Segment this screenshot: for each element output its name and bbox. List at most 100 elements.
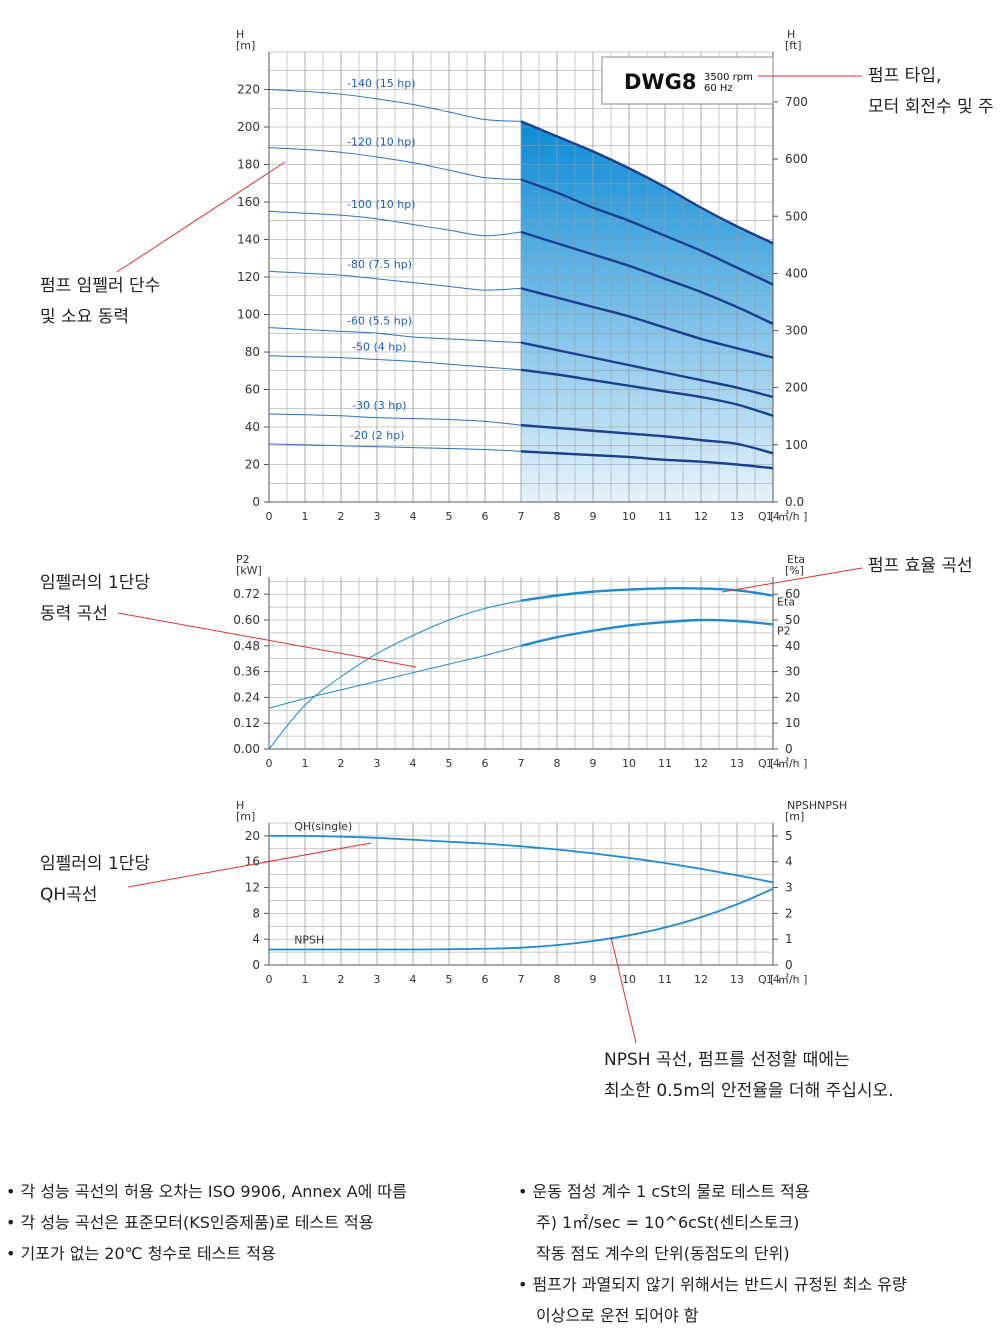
x-tick-label: 6 [482,510,489,523]
qh-curve-operating [520,341,774,399]
qh-curve-operating [520,287,774,359]
qh-curve-operating [520,178,774,286]
x-tick-label: 11 [658,757,672,770]
y-right-tick-label: 30 [785,665,800,679]
y-tick-label: 120 [237,270,260,284]
x-axis-label: Q [ ㎥/h ] [758,757,807,770]
y-tick-label: 4 [252,932,260,946]
callout-impeller-qh-line2: QH곡선 [40,885,98,905]
x-tick-label: 4 [410,973,417,986]
x-tick-label: 4 [410,757,417,770]
x-tick-label: 12 [694,757,708,770]
x-tick-label: 14 [766,757,780,770]
callout-impeller-power-line2: 동력 곡선 [40,604,108,624]
callout-impeller-stages-line1: 펌프 임펠러 단수 [40,276,161,296]
y-right-tick-label: 100 [785,438,808,452]
y-right-tick-label: 60 [785,587,800,601]
series-label: -80 (7.5 hp) [347,258,412,271]
y-axis-unit-right: [ft] [785,39,802,52]
npsh-curve [269,888,774,951]
y-tick-label: 20 [245,829,260,843]
x-tick-label: 7 [518,510,525,523]
y-right-tick-label: 0 [785,742,793,756]
x-tick-label: 9 [590,510,597,523]
y-tick-label: 12 [245,881,260,895]
y-right-tick-label: 200 [785,381,808,395]
y-tick-label: 140 [237,233,260,247]
y-axis-unit-left: [kW] [236,564,262,577]
y-right-tick-label: 5 [785,829,793,843]
y-right-tick-label: 3 [785,881,793,895]
note-right-2: 주) 1㎡/sec = 10^6cSt(센티스토크) [536,1213,800,1232]
y-axis-label-left: H [236,28,244,41]
y-right-tick-label: 0 [785,958,793,972]
callout-impeller-stages-line2: 및 소요 동력 [40,307,130,327]
notes-right: • 운동 점성 계수 1 cSt의 물로 테스트 적용 주) 1㎡/sec = … [518,1176,907,1331]
series-label: -60 (5.5 hp) [347,314,412,327]
y-axis-unit-right: [%] [785,564,804,577]
x-tick-label: 12 [694,510,708,523]
y-right-tick-label: 40 [785,639,800,653]
qh-curve-operating [520,450,774,470]
x-tick-label: 13 [730,973,744,986]
x-tick-label: 9 [590,757,597,770]
y-axis-label-left: P2 [236,553,250,566]
series-label: QH(single) [294,820,352,833]
note-right-1: • 운동 점성 계수 1 cSt의 물로 테스트 적용 [518,1182,810,1201]
note-right-4: • 펌프가 과열되지 않기 위해서는 반드시 규정된 최소 유량 [518,1275,907,1294]
y-right-tick-label: 50 [785,613,800,627]
y-right-tick-label: 2 [785,906,793,920]
y-right-tick-label: 700 [785,95,808,109]
model-name: DWG8 [624,70,696,94]
x-tick-label: 0 [266,973,273,986]
x-tick-label: 10 [622,510,636,523]
x-tick-label: 12 [694,973,708,986]
y-axis-label-right: H [787,28,795,41]
series-label: -30 (3 hp) [352,399,407,412]
y-axis-unit-left: [m] [236,810,255,823]
callout-pump-type-line1: 펌프 타입, [868,66,942,86]
series-end-label: Eta [777,595,795,608]
callout-line-impeller-power [117,612,417,668]
callout-pump-type-line2: 모터 회전수 및 주 [868,97,994,117]
y-tick-label: 8 [252,906,260,920]
x-tick-label: 6 [482,973,489,986]
qh-curve-thin [268,210,522,237]
x-axis-label: Q [ ㎥/h ] [758,510,807,523]
x-tick-label: 8 [554,973,561,986]
qh-curve-thin [268,270,522,291]
y-axis-label-right: NPSHNPSH [787,799,847,812]
callout-impeller-power-line1: 임펠러의 1단당 [40,573,151,593]
callout-impeller-qh: 임펠러의 1단당 QH곡선 [40,849,150,911]
qh-curve-thin [268,443,522,452]
y-tick-label: 0.48 [233,639,260,653]
y-right-tick-label: 0.0 [785,495,804,509]
x-tick-label: 11 [658,510,672,523]
series-label: -20 (2 hp) [350,429,405,442]
callout-pump-type: 펌프 타입, 모터 회전수 및 주 [868,61,994,123]
x-tick-label: 2 [338,510,345,523]
x-tick-label: 1 [302,757,309,770]
x-tick-label: 14 [766,973,780,986]
p2-curve [520,618,774,647]
eta-curve-thin [268,600,522,750]
series-label: NPSH [294,934,324,947]
x-tick-label: 14 [766,510,780,523]
model-hz: 60 Hz [704,83,733,94]
series-label: -50 (4 hp) [352,341,407,354]
x-tick-label: 7 [518,973,525,986]
callout-impeller-qh-line1: 임펠러의 1단당 [40,854,151,874]
x-tick-label: 13 [730,510,744,523]
callout-line-impeller-qh [127,842,372,888]
note-left-3: • 기포가 없는 20℃ 청수로 테스트 적용 [6,1244,276,1263]
y-tick-label: 80 [245,345,260,359]
x-tick-label: 5 [446,973,453,986]
y-right-tick-label: 4 [785,855,793,869]
x-tick-label: 2 [338,757,345,770]
qh-curve-thin [268,89,522,122]
qh-curve-thin [268,355,522,371]
x-tick-label: 13 [730,757,744,770]
y-tick-label: 180 [237,158,260,172]
p2-curve-thin [268,645,522,709]
x-tick-label: 3 [374,973,381,986]
